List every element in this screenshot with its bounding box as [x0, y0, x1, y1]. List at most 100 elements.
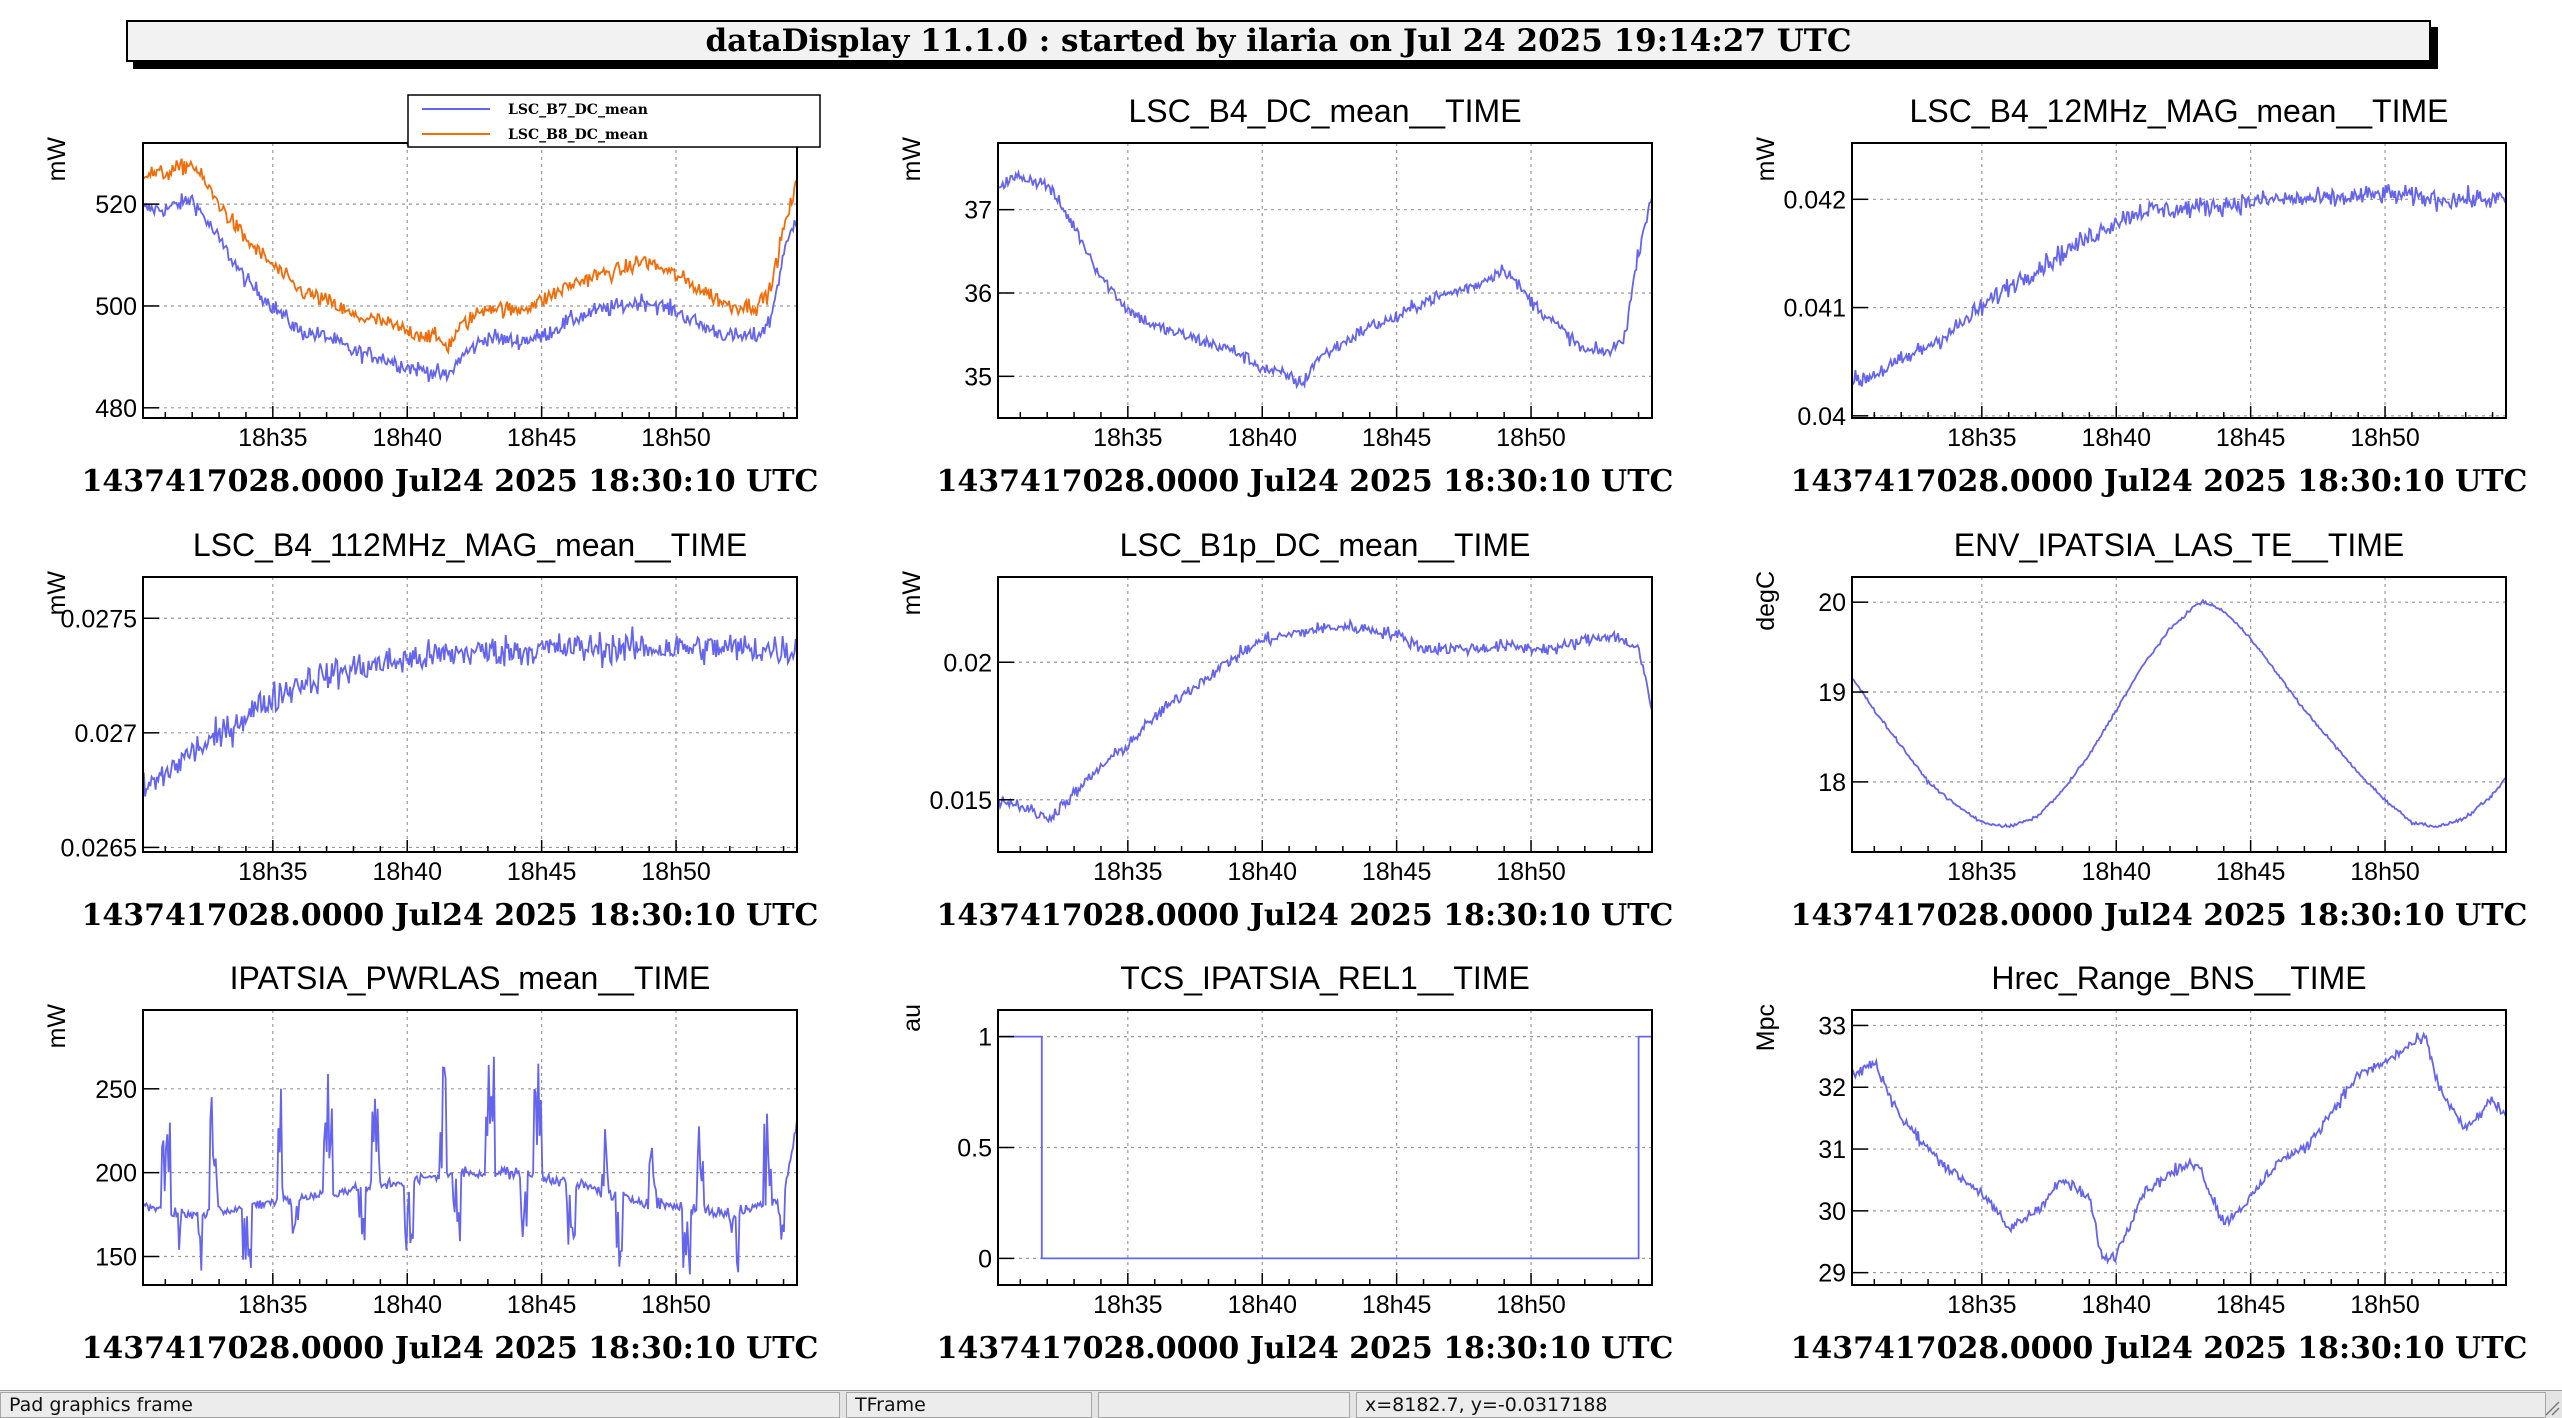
- chart-panel-1: 18h35 18h40 18h45 18h50 480 500 520 mW 143741702…: [43, 94, 821, 499]
- y-tick-label: 0.0275: [61, 605, 137, 633]
- y-tick-label: 150: [95, 1243, 137, 1271]
- x-tick-label: 18h40: [2081, 424, 2151, 452]
- x-tick-label: 18h35: [1947, 1291, 2017, 1319]
- chart-title: LSC_B1p_DC_mean__TIME: [1120, 527, 1531, 563]
- chart-panel-9: 18h35 18h40 18h45 18h50 29 30 31 32 33 Mpc Hrec_Ra…: [1752, 960, 2527, 1366]
- series-line-1: [997, 617, 1653, 824]
- y-tick-label: 36: [964, 280, 992, 308]
- time-offset-label: 1437417028.0000 Jul24 2025 18:30:10 UTC: [82, 1331, 819, 1366]
- y-tick-label: 0.04: [1797, 403, 1846, 431]
- y-tick-label: 33: [1818, 1012, 1846, 1040]
- status-bar: Pad graphics frame TFrame x=8182.7, y=-0…: [0, 1390, 2562, 1418]
- y-tick-label: 18: [1818, 769, 1846, 797]
- chart-title: LSC_B4_12MHz_MAG_mean__TIME: [1910, 93, 2449, 129]
- x-tick-label: 18h35: [1093, 1291, 1163, 1319]
- chart-panel-8: 18h35 18h40 18h45 18h50 0 0.5 1 au TCS_IPATSIA_R…: [898, 960, 1673, 1366]
- y-tick-label: 250: [95, 1076, 137, 1104]
- title-bar: dataDisplay 11.1.0 : started by ilaria o…: [126, 20, 2431, 62]
- x-tick-label: 18h45: [1362, 858, 1432, 886]
- x-tick-label: 18h50: [2350, 1291, 2420, 1319]
- chart-panel-5: 18h35 18h40 18h45 18h50 0.015 0.02 mW LSC_B1p_D…: [898, 527, 1673, 933]
- legend-label: LSC_B8_DC_mean: [508, 127, 648, 143]
- x-tick-label: 18h40: [1227, 1291, 1297, 1319]
- time-offset-label: 1437417028.0000 Jul24 2025 18:30:10 UTC: [937, 898, 1674, 933]
- time-offset-label: 1437417028.0000 Jul24 2025 18:30:10 UTC: [937, 1331, 1674, 1366]
- series-line-1: [998, 168, 1653, 390]
- y-axis-label: mW: [898, 571, 926, 616]
- x-tick-label: 18h50: [2350, 858, 2420, 886]
- status-object: Pad graphics frame: [0, 1392, 840, 1418]
- plot-frame: [142, 1009, 798, 1286]
- x-tick-label: 18h40: [372, 1291, 442, 1319]
- x-tick-label: 18h50: [641, 858, 711, 886]
- chart-panel-2: 18h35 18h40 18h45 18h50 35 36 37 mW LSC_B4_DC_me…: [898, 93, 1673, 499]
- y-tick-label: 20: [1818, 589, 1846, 617]
- y-tick-label: 0.0265: [61, 834, 137, 862]
- status-coordinates: x=8182.7, y=-0.0317188: [1356, 1392, 2546, 1418]
- y-tick-label: 30: [1818, 1198, 1846, 1226]
- x-tick-label: 18h35: [238, 858, 308, 886]
- series-line-1: [143, 1056, 798, 1275]
- x-tick-label: 18h35: [238, 424, 308, 452]
- x-tick-label: 18h45: [2216, 858, 2286, 886]
- legend: LSC_B7_DC_mean LSC_B8_DC_mean: [407, 94, 821, 148]
- y-tick-label: 0.5: [957, 1135, 992, 1163]
- x-tick-label: 18h40: [2081, 1291, 2151, 1319]
- x-tick-label: 18h45: [507, 1291, 577, 1319]
- x-tick-label: 18h40: [2081, 858, 2151, 886]
- y-axis-label: mW: [43, 137, 71, 182]
- resize-grip-icon[interactable]: [2542, 1398, 2560, 1416]
- series-line-1: [998, 1035, 1652, 1260]
- y-axis-label: degC: [1752, 571, 1780, 631]
- x-tick-label: 18h40: [1227, 858, 1297, 886]
- plot-frame: [142, 142, 798, 419]
- y-tick-label: 37: [964, 197, 992, 225]
- series-line-1: [143, 193, 798, 384]
- plot-frame: [1851, 142, 2507, 419]
- series-line-1: [142, 626, 798, 797]
- x-tick-label: 18h45: [507, 858, 577, 886]
- time-offset-label: 1437417028.0000 Jul24 2025 18:30:10 UTC: [937, 464, 1674, 499]
- x-tick-label: 18h50: [1496, 1291, 1566, 1319]
- y-axis-label: au: [898, 1004, 926, 1032]
- x-tick-label: 18h40: [1227, 424, 1297, 452]
- y-tick-label: 0.042: [1783, 186, 1846, 214]
- x-tick-label: 18h40: [372, 858, 442, 886]
- x-tick-label: 18h45: [2216, 1291, 2286, 1319]
- status-class: TFrame: [846, 1392, 1092, 1418]
- chart-title: LSC_B4_DC_mean__TIME: [1128, 93, 1521, 129]
- y-tick-label: 0.02: [943, 649, 992, 677]
- chart-panel-7: 18h35 18h40 18h45 18h50 150 200 250 mW IPATSIA_P…: [43, 960, 818, 1366]
- chart-title: ENV_IPATSIA_LAS_TE__TIME: [1954, 527, 2405, 563]
- y-axis-label: mW: [43, 1004, 71, 1049]
- y-tick-label: 500: [95, 293, 137, 321]
- y-tick-label: 0: [978, 1245, 992, 1273]
- y-tick-label: 0.041: [1783, 295, 1846, 323]
- series-line-1: [1851, 1031, 2507, 1265]
- plot-frame: [997, 142, 1653, 419]
- y-tick-label: 32: [1818, 1074, 1846, 1102]
- y-tick-label: 200: [95, 1160, 137, 1188]
- plot-frame: [142, 576, 798, 853]
- x-tick-label: 18h45: [2216, 424, 2286, 452]
- time-offset-label: 1437417028.0000 Jul24 2025 18:30:10 UTC: [1791, 1331, 2528, 1366]
- y-tick-label: 0.027: [74, 720, 137, 748]
- y-axis-label: mW: [43, 571, 71, 616]
- chart-title: IPATSIA_PWRLAS_mean__TIME: [230, 960, 711, 996]
- y-tick-label: 480: [95, 395, 137, 423]
- x-tick-label: 18h45: [1362, 1291, 1432, 1319]
- plot-frame: [1851, 576, 2507, 853]
- x-tick-label: 18h35: [1093, 424, 1163, 452]
- x-tick-label: 18h35: [1093, 858, 1163, 886]
- plot-frame: [1851, 1009, 2507, 1286]
- x-tick-label: 18h35: [1947, 424, 2017, 452]
- y-tick-label: 35: [964, 363, 992, 391]
- time-offset-label: 1437417028.0000 Jul24 2025 18:30:10 UTC: [1791, 898, 2528, 933]
- y-axis-label: mW: [1752, 137, 1780, 182]
- x-tick-label: 18h50: [641, 1291, 711, 1319]
- y-tick-label: 29: [1818, 1260, 1846, 1288]
- legend-label: LSC_B7_DC_mean: [508, 102, 648, 118]
- x-tick-label: 18h50: [641, 424, 711, 452]
- chart-title: LSC_B4_112MHz_MAG_mean__TIME: [193, 527, 747, 563]
